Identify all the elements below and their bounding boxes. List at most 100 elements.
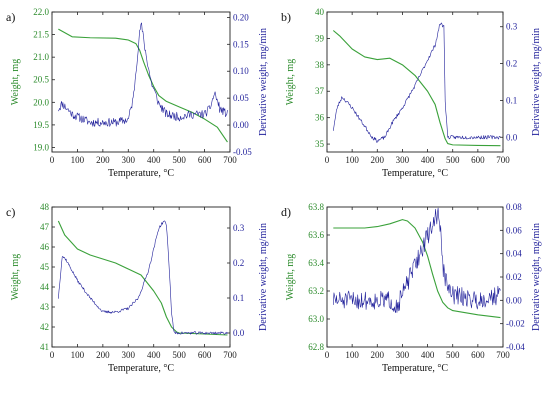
y-right-tick-label: 0.0 — [233, 328, 245, 338]
x-tick-label: 500 — [172, 350, 186, 360]
y-right-tick-label: 0.06 — [506, 225, 522, 235]
x-axis-label: Temperature, °C — [382, 363, 448, 374]
x-tick-label: 700 — [223, 350, 237, 360]
x-tick-label: 600 — [198, 350, 212, 360]
x-tick-label: 0 — [325, 155, 330, 165]
derivative-series-line — [332, 207, 501, 313]
x-tick-label: 700 — [496, 155, 510, 165]
plot-frame — [326, 11, 504, 153]
y-left-tick-label: 40 — [315, 7, 325, 17]
y-right-tick-label: 0.3 — [233, 223, 245, 233]
x-tick-label: 500 — [446, 155, 460, 165]
y-left-tick-label: 43 — [40, 302, 50, 312]
y-right-tick-label: 0.05 — [233, 93, 249, 103]
y-left-tick-label: 37 — [315, 86, 325, 96]
x-tick-label: 400 — [147, 350, 161, 360]
x-axis-label: Temperature, °C — [108, 168, 174, 179]
y-left-tick-label: 20.0 — [33, 97, 49, 107]
x-tick-label: 0 — [50, 350, 55, 360]
x-tick-label: 200 — [371, 155, 385, 165]
y-right-tick-label: 0.00 — [506, 295, 522, 305]
x-tick-label: 500 — [172, 155, 186, 165]
weight-series-line — [333, 219, 501, 319]
x-axis-label: Temperature, °C — [382, 168, 448, 179]
chart-panel-d: d) 0 100 200 300 400 500 600 700 Temperature, °C 6… — [281, 202, 542, 374]
chart-panel-c: c) 0 100 200 300 400 500 600 700 Temperature, °C 4… — [6, 202, 269, 374]
x-tick-label: 100 — [345, 350, 359, 360]
x-tick-label: 600 — [198, 155, 212, 165]
x-tick-label: 200 — [96, 155, 110, 165]
panel-label: b) — [281, 10, 291, 24]
y-right-axis-label: Derivative weight, mg/min — [531, 28, 542, 136]
weight-series-line — [57, 220, 228, 336]
y-left-tick-label: 36 — [315, 113, 325, 123]
x-tick-label: 200 — [371, 350, 385, 360]
y-right-tick-label: -0.05 — [233, 147, 252, 157]
weight-series-line — [332, 30, 501, 147]
y-left-tick-label: 19.0 — [33, 142, 49, 152]
x-tick-label: 400 — [421, 155, 435, 165]
y-left-tick-label: 48 — [40, 202, 50, 212]
y-right-tick-label: 0.04 — [506, 249, 522, 259]
y-left-axis-label: Weight, mg — [10, 254, 21, 300]
y-left-tick-label: 39 — [315, 33, 325, 43]
x-tick-label: 100 — [345, 155, 359, 165]
y-right-tick-label: 0.10 — [233, 66, 249, 76]
y-left-tick-label: 46 — [40, 242, 50, 252]
y-left-axis-label: Weight, mg — [10, 59, 21, 105]
plot-frame — [51, 11, 231, 153]
y-left-tick-label: 63.2 — [308, 286, 324, 296]
y-left-tick-label: 63.0 — [308, 314, 324, 324]
x-tick-label: 200 — [96, 350, 110, 360]
y-right-tick-label: 0.08 — [506, 202, 522, 212]
x-tick-label: 300 — [122, 155, 136, 165]
y-left-tick-label: 20.5 — [33, 75, 49, 85]
y-right-tick-label: 0.3 — [506, 22, 518, 32]
derivative-series-line — [58, 220, 228, 335]
y-left-tick-label: 41 — [40, 342, 49, 352]
y-right-tick-label: 0.2 — [506, 59, 517, 69]
y-right-axis-label: Derivative weight, mg/min — [258, 28, 269, 136]
x-tick-label: 300 — [396, 155, 410, 165]
x-tick-label: 600 — [471, 155, 485, 165]
y-left-tick-label: 22.0 — [33, 7, 49, 17]
chart-panel-b: b) 0 100 200 300 400 500 600 700 Temperature, °C 3… — [281, 7, 542, 179]
x-tick-label: 100 — [71, 155, 85, 165]
x-tick-label: 300 — [396, 350, 410, 360]
y-right-tick-label: 0.0 — [506, 132, 518, 142]
x-tick-label: 400 — [421, 350, 435, 360]
panel-label: a) — [6, 10, 15, 24]
y-left-axis-label: Weight, mg — [285, 59, 296, 105]
y-left-tick-label: 63.4 — [308, 258, 324, 268]
derivative-series-line — [58, 22, 228, 127]
x-tick-label: 700 — [223, 155, 237, 165]
x-tick-label: 0 — [50, 155, 55, 165]
y-right-tick-label: 0.2 — [233, 258, 244, 268]
y-right-tick-label: 0.02 — [506, 272, 522, 282]
y-left-tick-label: 63.6 — [308, 230, 324, 240]
y-right-tick-label: 0.00 — [233, 120, 249, 130]
y-right-tick-label: 0.20 — [233, 12, 249, 22]
x-tick-label: 0 — [325, 350, 330, 360]
x-tick-label: 400 — [147, 155, 161, 165]
derivative-series-line — [332, 22, 501, 143]
y-left-tick-label: 63.8 — [308, 202, 324, 212]
y-left-tick-label: 45 — [40, 262, 50, 272]
y-right-tick-label: 0.15 — [233, 39, 249, 49]
x-axis-label: Temperature, °C — [108, 363, 174, 374]
y-left-tick-label: 19.5 — [33, 120, 49, 130]
panel-label: c) — [6, 205, 15, 219]
y-left-tick-label: 42 — [40, 322, 49, 332]
y-left-tick-label: 47 — [40, 222, 50, 232]
x-tick-label: 100 — [71, 350, 85, 360]
chart-panel-a: a) 0 100 200 300 400 500 600 700 Temperature, °C 1… — [6, 7, 269, 179]
y-right-tick-label: 0.1 — [233, 293, 244, 303]
y-left-tick-label: 44 — [40, 282, 50, 292]
x-tick-label: 700 — [496, 350, 510, 360]
x-tick-label: 500 — [446, 350, 460, 360]
y-right-tick-label: -0.04 — [506, 342, 525, 352]
y-left-tick-label: 38 — [315, 60, 325, 70]
y-left-tick-label: 21.0 — [33, 52, 49, 62]
y-left-axis-label: Weight, mg — [285, 254, 296, 300]
